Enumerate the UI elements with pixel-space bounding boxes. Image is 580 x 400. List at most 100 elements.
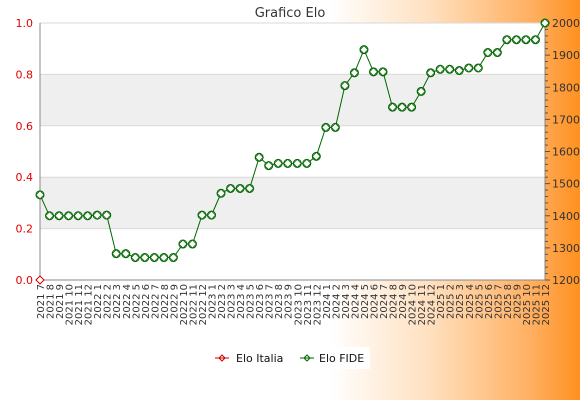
- data-point-diamond: [111, 249, 121, 259]
- data-point-diamond: [426, 68, 436, 78]
- data-point-diamond: [330, 122, 340, 132]
- chart-title: Grafico Elo: [255, 6, 326, 21]
- x-tick-label: 2021 8: [46, 284, 57, 319]
- x-tick-label: 2025 8: [503, 284, 514, 319]
- data-point-diamond: [283, 158, 293, 168]
- data-point-diamond: [216, 188, 226, 198]
- data-point: [388, 102, 398, 112]
- left-tick-label: 1.0: [16, 17, 34, 30]
- right-tick-label: 1200: [552, 274, 580, 287]
- data-point: [540, 18, 550, 28]
- data-point-diamond: [292, 158, 302, 168]
- data-point-diamond: [197, 210, 207, 220]
- x-tick-label: 2021 9: [55, 284, 66, 319]
- data-point: [159, 253, 169, 263]
- data-point: [73, 211, 83, 221]
- left-tick-label: 0.2: [16, 223, 34, 236]
- data-point: [111, 249, 121, 259]
- x-tick-label: 2024 4: [350, 284, 361, 319]
- x-tick-label: 2023 1: [208, 284, 219, 319]
- right-axis-ticks: 1200 1300 1400 1500 1600 1700 1800 1900 2000: [545, 17, 580, 287]
- data-point: [378, 67, 388, 77]
- data-point-diamond: [302, 158, 312, 168]
- data-point: [340, 81, 350, 91]
- legend: Elo Italia Elo FIDE: [210, 347, 370, 369]
- right-tick-label: 1500: [552, 178, 580, 191]
- data-point-diamond: [159, 252, 169, 263]
- data-point: [64, 211, 74, 221]
- data-point-diamond: [378, 67, 388, 77]
- data-point: [521, 35, 531, 45]
- x-tick-label: 2023 2: [217, 284, 228, 319]
- data-point-diamond: [416, 86, 426, 96]
- x-tick-label: 2023 10: [293, 284, 304, 325]
- x-tick-label: 2022 2: [103, 284, 114, 319]
- data-point-diamond: [168, 252, 178, 263]
- data-point: [207, 210, 217, 220]
- x-tick-label: 2022 7: [150, 284, 161, 319]
- data-point: [83, 211, 93, 221]
- x-tick-label: 2025 5: [474, 284, 485, 319]
- data-point: [245, 183, 255, 193]
- data-point: [435, 64, 445, 74]
- data-point-diamond: [349, 68, 359, 78]
- series-layer: [35, 18, 550, 285]
- x-tick-label: 2023 3: [227, 284, 238, 319]
- data-point: [130, 253, 140, 263]
- x-tick-label: 2023 9: [284, 284, 295, 319]
- x-tick-label: 2025 1: [436, 284, 447, 319]
- x-tick-label: 2025 7: [493, 284, 504, 319]
- legend-box: [210, 347, 370, 369]
- left-tick-label: 0.4: [16, 171, 34, 184]
- data-point: [264, 161, 274, 171]
- data-point: [321, 122, 331, 132]
- data-point: [416, 86, 426, 96]
- data-point-diamond: [502, 35, 512, 45]
- data-point: [178, 239, 188, 249]
- x-tick-label: 2022 11: [188, 284, 199, 325]
- data-point-diamond: [359, 45, 369, 55]
- data-point: [473, 63, 483, 73]
- x-tick-label: 2024 2: [331, 284, 342, 319]
- data-point: [102, 210, 112, 220]
- data-point-diamond: [540, 18, 550, 28]
- right-tick-label: 1600: [552, 146, 580, 159]
- data-point: [187, 239, 197, 249]
- x-tick-label: 2022 12: [198, 284, 209, 325]
- x-tick-label: 2025 12: [541, 284, 552, 325]
- data-point: [254, 152, 264, 162]
- data-point: [302, 158, 312, 168]
- x-tick-label: 2021 11: [74, 284, 85, 325]
- data-point-diamond: [483, 47, 493, 58]
- data-point: [397, 102, 407, 112]
- data-point: [359, 45, 369, 55]
- x-tick-label: 2023 11: [303, 284, 314, 325]
- x-tick-label: 2025 4: [465, 284, 476, 319]
- data-point: [283, 158, 293, 168]
- data-point-diamond: [102, 210, 112, 220]
- data-point-diamond: [121, 249, 131, 259]
- x-tick-label: 2022 5: [131, 284, 142, 319]
- data-point: [226, 183, 236, 193]
- x-tick-label: 2021 7: [36, 284, 47, 319]
- x-tick-label: 2023 8: [274, 284, 285, 319]
- x-tick-label: 2022 6: [141, 284, 152, 319]
- x-tick-label: 2024 11: [417, 284, 428, 325]
- x-tick-label: 2021 12: [84, 284, 95, 325]
- data-point: [426, 68, 436, 78]
- data-point: [492, 48, 502, 58]
- data-point-diamond: [235, 183, 245, 194]
- data-point-diamond: [340, 81, 350, 91]
- x-tick-label: 2022 1: [93, 284, 104, 319]
- x-tick-label: 2024 1: [322, 284, 333, 319]
- x-tick-label: 2023 7: [265, 284, 276, 319]
- right-tick-label: 1700: [552, 113, 580, 126]
- data-point-diamond: [511, 35, 521, 45]
- data-point-diamond: [530, 35, 541, 45]
- grid-band: [40, 74, 545, 126]
- x-tick-label: 2025 9: [512, 284, 523, 319]
- x-tick-label: 2024 7: [379, 284, 390, 319]
- data-point-diamond: [245, 183, 255, 194]
